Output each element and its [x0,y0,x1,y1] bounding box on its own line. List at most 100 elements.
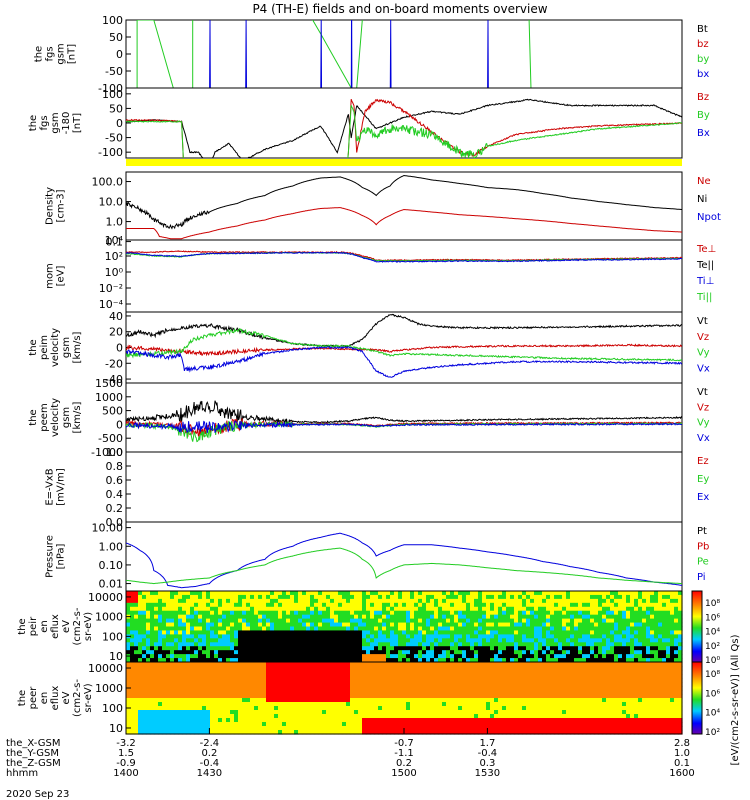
spectrogram-cell [610,698,615,703]
spectrogram-cell [602,638,607,643]
spectrogram-cell [166,650,171,655]
spectrogram-cell [510,694,515,699]
spectrogram-cell [198,642,203,647]
spectrogram-cell [306,666,311,671]
spectrogram-cell [222,662,227,667]
spectrogram-cell [318,614,323,620]
spectrogram-cell [266,646,271,651]
spectrogram-cell [206,718,211,723]
spectrogram-cell [506,694,511,699]
spectrogram-cell [574,650,579,655]
spectrogram-cell [258,630,263,635]
spectrogram-cell [466,722,471,727]
spectrogram-cell [406,678,411,683]
spectrogram-cell [586,614,591,620]
spectrogram-cell [618,714,623,719]
spectrogram-cell [530,610,535,616]
spectrogram-cell [246,650,251,655]
spectrogram-cell [594,634,599,639]
spectrogram-cell [306,694,311,699]
spectrogram-cell [342,662,347,667]
spectrogram-cell [138,706,143,711]
spectrogram-cell [470,602,475,608]
spectrogram-cell [482,726,487,731]
spectrogram-cell [558,591,563,596]
spectrogram-cell [554,650,559,655]
spectrogram-cell [570,598,575,604]
spectrogram-cell [322,634,327,639]
spectrogram-cell [302,726,307,731]
spectrogram-cell [678,618,683,624]
spectrogram-cell [178,602,183,608]
spectrogram-cell [470,626,475,632]
spectrogram-cell [478,626,483,632]
spectrogram-cell [426,642,431,647]
spectrogram-cell [486,634,491,639]
spectrogram-cell [182,706,187,711]
spectrogram-cell [426,591,431,596]
spectrogram-cell [186,686,191,691]
spectrogram-cell [298,634,303,639]
spectrogram-cell [326,714,331,719]
spectrogram-cell [594,591,599,596]
spectrogram-cell [414,698,419,703]
spectrogram-cell [522,650,527,655]
spectrogram-cell [250,594,255,600]
spectrogram-cell [206,710,211,715]
spectrogram-cell [550,710,555,715]
spectrogram-cell [426,598,431,604]
spectrogram-cell [242,670,247,675]
spectrogram-cell [646,626,651,632]
spectrogram-cell [266,710,271,715]
spectrogram-cell [134,650,139,655]
spectrogram-cell [614,606,619,612]
spectrogram-cell [350,634,355,639]
spectrogram-cell [534,598,539,604]
spectrogram-cell [214,670,219,675]
spectrogram-cell [630,730,635,735]
spectrogram-cell [594,694,599,699]
spectrogram-cell [490,614,495,620]
spectrogram-cell [326,678,331,683]
spectrogram-cell [558,598,563,604]
spectrogram-cell [502,650,507,655]
spectrogram-cell [210,674,215,679]
spectrogram-cell [478,598,483,604]
spectrogram-cell [226,618,231,624]
spectrogram-cell [522,646,527,651]
spectrogram-cell [446,618,451,624]
spectrogram-cell [666,618,671,624]
spectrogram-cell [478,646,483,651]
spectrogram-cell [494,730,499,735]
spectrogram-cell [658,646,663,651]
spectrogram-cell [350,618,355,624]
spectrogram-cell [130,722,135,727]
spectrogram-cell [178,702,183,707]
spectrogram-cell [286,702,291,707]
spectrogram-cell [338,686,343,691]
spectrogram-cell [658,642,663,647]
spectrogram-cell [466,698,471,703]
spectrogram-cell [558,614,563,620]
spectrogram-cell [362,658,367,663]
spectrogram-cell [338,606,343,612]
spectrogram-cell [150,678,155,683]
spectrogram-cell [598,702,603,707]
spectrogram-cell [226,682,231,687]
spectrogram-cell [298,591,303,596]
spectrogram-cell [266,702,271,707]
spectrogram-cell [458,591,463,596]
spectrogram-cell [206,638,211,643]
spectrogram-cell [490,654,495,659]
spectrogram-cell [554,674,559,679]
spectrogram-cell [466,714,471,719]
spectrogram-cell [258,591,263,596]
spectrogram-cell [394,698,399,703]
spectrogram-cell [678,638,683,643]
spectrogram-cell [534,594,539,600]
spectrogram-cell [418,666,423,671]
spectrogram-cell [482,722,487,727]
spectrogram-cell [462,714,467,719]
spectrogram-cell [330,722,335,727]
spectrogram-cell [358,622,363,628]
